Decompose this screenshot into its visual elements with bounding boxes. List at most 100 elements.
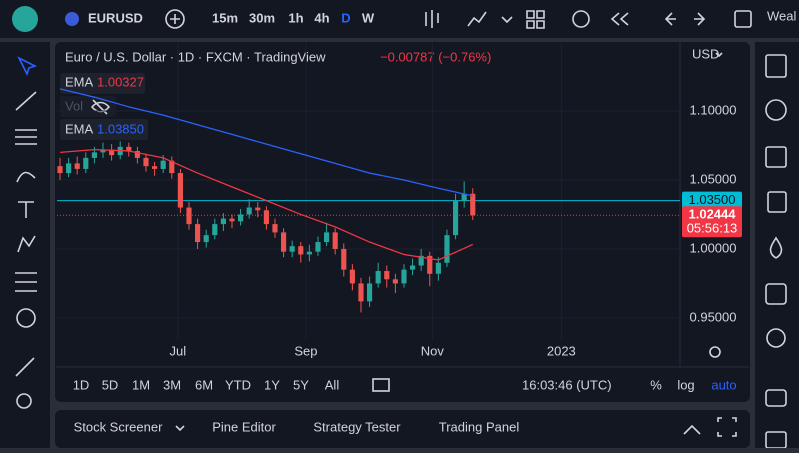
- measure-tool[interactable]: [15, 357, 35, 377]
- legend-name: EMA: [65, 121, 94, 136]
- candle-body: [409, 265, 416, 270]
- fib-tool[interactable]: [15, 129, 37, 145]
- zoom-tool[interactable]: [16, 393, 32, 409]
- currency[interactable]: USD: [692, 46, 719, 61]
- add-icon: [170, 14, 180, 24]
- dropdown[interactable]: [175, 425, 185, 432]
- hotlist-icon[interactable]: [769, 236, 783, 259]
- pattern-tool[interactable]: [17, 235, 36, 253]
- indicators[interactable]: [467, 11, 487, 27]
- candle-body: [324, 232, 330, 243]
- interval[interactable]: 15m: [212, 10, 238, 25]
- interval[interactable]: 30m: [249, 10, 275, 25]
- maximize[interactable]: [717, 417, 737, 437]
- alerts-icon[interactable]: [765, 99, 787, 121]
- brush-tool[interactable]: [16, 171, 36, 183]
- candle-body: [83, 157, 89, 169]
- range-button[interactable]: 5D: [102, 377, 119, 392]
- chart-type[interactable]: [425, 10, 439, 28]
- interval[interactable]: 1h: [288, 10, 303, 25]
- chat-icon[interactable]: [765, 389, 787, 407]
- candle-body: [272, 224, 278, 233]
- fullscreen[interactable]: [734, 10, 752, 28]
- candle-body: [186, 207, 192, 225]
- settings-icon[interactable]: [709, 346, 721, 358]
- candle-body: [152, 166, 158, 169]
- range-button[interactable]: 5Y: [293, 377, 309, 392]
- undo[interactable]: [664, 12, 676, 26]
- y-tick-label: 1.05000: [690, 171, 737, 186]
- range-button[interactable]: 1M: [132, 377, 150, 392]
- trend-line-tool[interactable]: [15, 91, 37, 111]
- text-tool[interactable]: [18, 201, 34, 218]
- scale-option[interactable]: %: [650, 377, 662, 392]
- collapse[interactable]: [683, 424, 701, 435]
- date-range-icon[interactable]: [372, 378, 390, 392]
- widgets: [765, 54, 787, 449]
- add-symbol[interactable]: [165, 9, 185, 29]
- scale-option[interactable]: auto: [711, 377, 736, 392]
- candle-body: [401, 269, 407, 284]
- range-button[interactable]: 1Y: [264, 377, 280, 392]
- x-tick-label: Sep: [294, 343, 317, 358]
- legend-box: [60, 119, 148, 140]
- news-icon[interactable]: [765, 146, 787, 168]
- calendar-icon[interactable]: [765, 283, 787, 305]
- legend-value: 1.00327: [97, 74, 144, 89]
- legend-name: EMA: [65, 74, 94, 89]
- candle-body: [358, 283, 364, 302]
- x-tick-label: 2023: [547, 343, 576, 358]
- y-tick-label: 0.95000: [690, 309, 737, 324]
- ema-line: [59, 148, 474, 261]
- ema-line: [59, 88, 473, 197]
- watchlist-icon[interactable]: [765, 54, 787, 78]
- panel-tab[interactable]: Trading Panel: [439, 419, 520, 434]
- drawing-tools: [15, 56, 38, 409]
- candle-body: [255, 207, 261, 211]
- candle-body: [418, 255, 424, 266]
- y-tick-label: 1.10000: [690, 102, 737, 117]
- interval[interactable]: D: [341, 10, 350, 25]
- tips-icon[interactable]: [766, 328, 786, 348]
- candle-body: [220, 218, 226, 225]
- candle-body: [195, 224, 201, 243]
- range-button[interactable]: 1D: [73, 377, 90, 392]
- range-button[interactable]: YTD: [225, 377, 251, 392]
- replay[interactable]: [610, 12, 629, 26]
- logo[interactable]: [12, 6, 38, 32]
- candle-body: [332, 232, 338, 249]
- candle-body: [100, 149, 106, 153]
- cursor-tool[interactable]: [17, 56, 38, 77]
- range-button[interactable]: 6M: [195, 377, 213, 392]
- price-label-box: [682, 206, 742, 238]
- dropdown[interactable]: [501, 16, 513, 24]
- watchlist-label[interactable]: Weal: [767, 8, 796, 23]
- candle-body: [289, 246, 295, 252]
- candle-body: [384, 271, 390, 280]
- clock: 16:03:46 (UTC): [522, 377, 612, 392]
- redo[interactable]: [694, 12, 706, 26]
- interval[interactable]: W: [362, 10, 375, 25]
- candle-body: [238, 214, 244, 222]
- panel-tab[interactable]: Stock Screener: [74, 419, 164, 434]
- currency-dropdown[interactable]: [715, 52, 723, 58]
- panel-tab[interactable]: Strategy Tester: [313, 419, 401, 434]
- symbol[interactable]: EURUSD: [88, 10, 143, 25]
- ideas-icon[interactable]: [767, 191, 787, 213]
- layouts[interactable]: [526, 10, 545, 29]
- candle-body: [134, 150, 140, 158]
- candle-body: [470, 193, 476, 216]
- candle-body: [177, 173, 183, 208]
- panel-tab[interactable]: Pine Editor: [212, 419, 276, 434]
- prediction-tool[interactable]: [15, 272, 37, 292]
- countdown: 05:56:13: [687, 221, 738, 236]
- scale-option[interactable]: log: [677, 377, 694, 392]
- interval[interactable]: 4h: [314, 10, 329, 25]
- icon-tool[interactable]: [16, 308, 36, 328]
- range-button[interactable]: 3M: [163, 377, 181, 392]
- range-button[interactable]: All: [325, 377, 340, 392]
- price-change: −0.00787 (−0.76%): [380, 49, 491, 64]
- alert[interactable]: [572, 10, 590, 28]
- candle-body: [160, 160, 166, 169]
- candle-body: [126, 146, 132, 151]
